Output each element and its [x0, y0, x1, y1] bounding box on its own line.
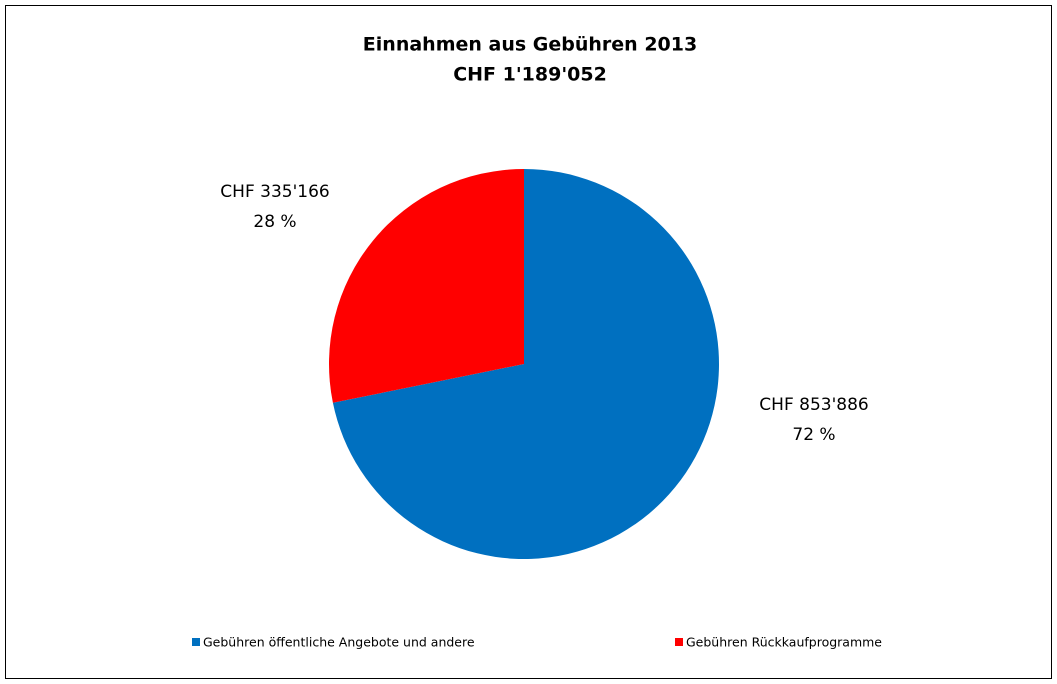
- legend-label: Gebühren öffentliche Angebote und andere: [203, 635, 475, 650]
- legend-swatch: [675, 638, 683, 646]
- chart-subtitle: CHF 1'189'052: [453, 64, 607, 86]
- chart-title: Einnahmen aus Gebühren 2013: [363, 34, 697, 56]
- data-label: CHF 335'166: [220, 182, 329, 202]
- percent-label: 72 %: [792, 425, 835, 445]
- legend-swatch: [192, 638, 200, 646]
- pie-slice: [328, 169, 524, 403]
- pie-slice: [332, 169, 720, 559]
- percent-label: 28 %: [253, 212, 296, 232]
- data-label: CHF 853'886: [759, 395, 868, 415]
- legend-label: Gebühren Rückkaufprogramme: [686, 635, 882, 650]
